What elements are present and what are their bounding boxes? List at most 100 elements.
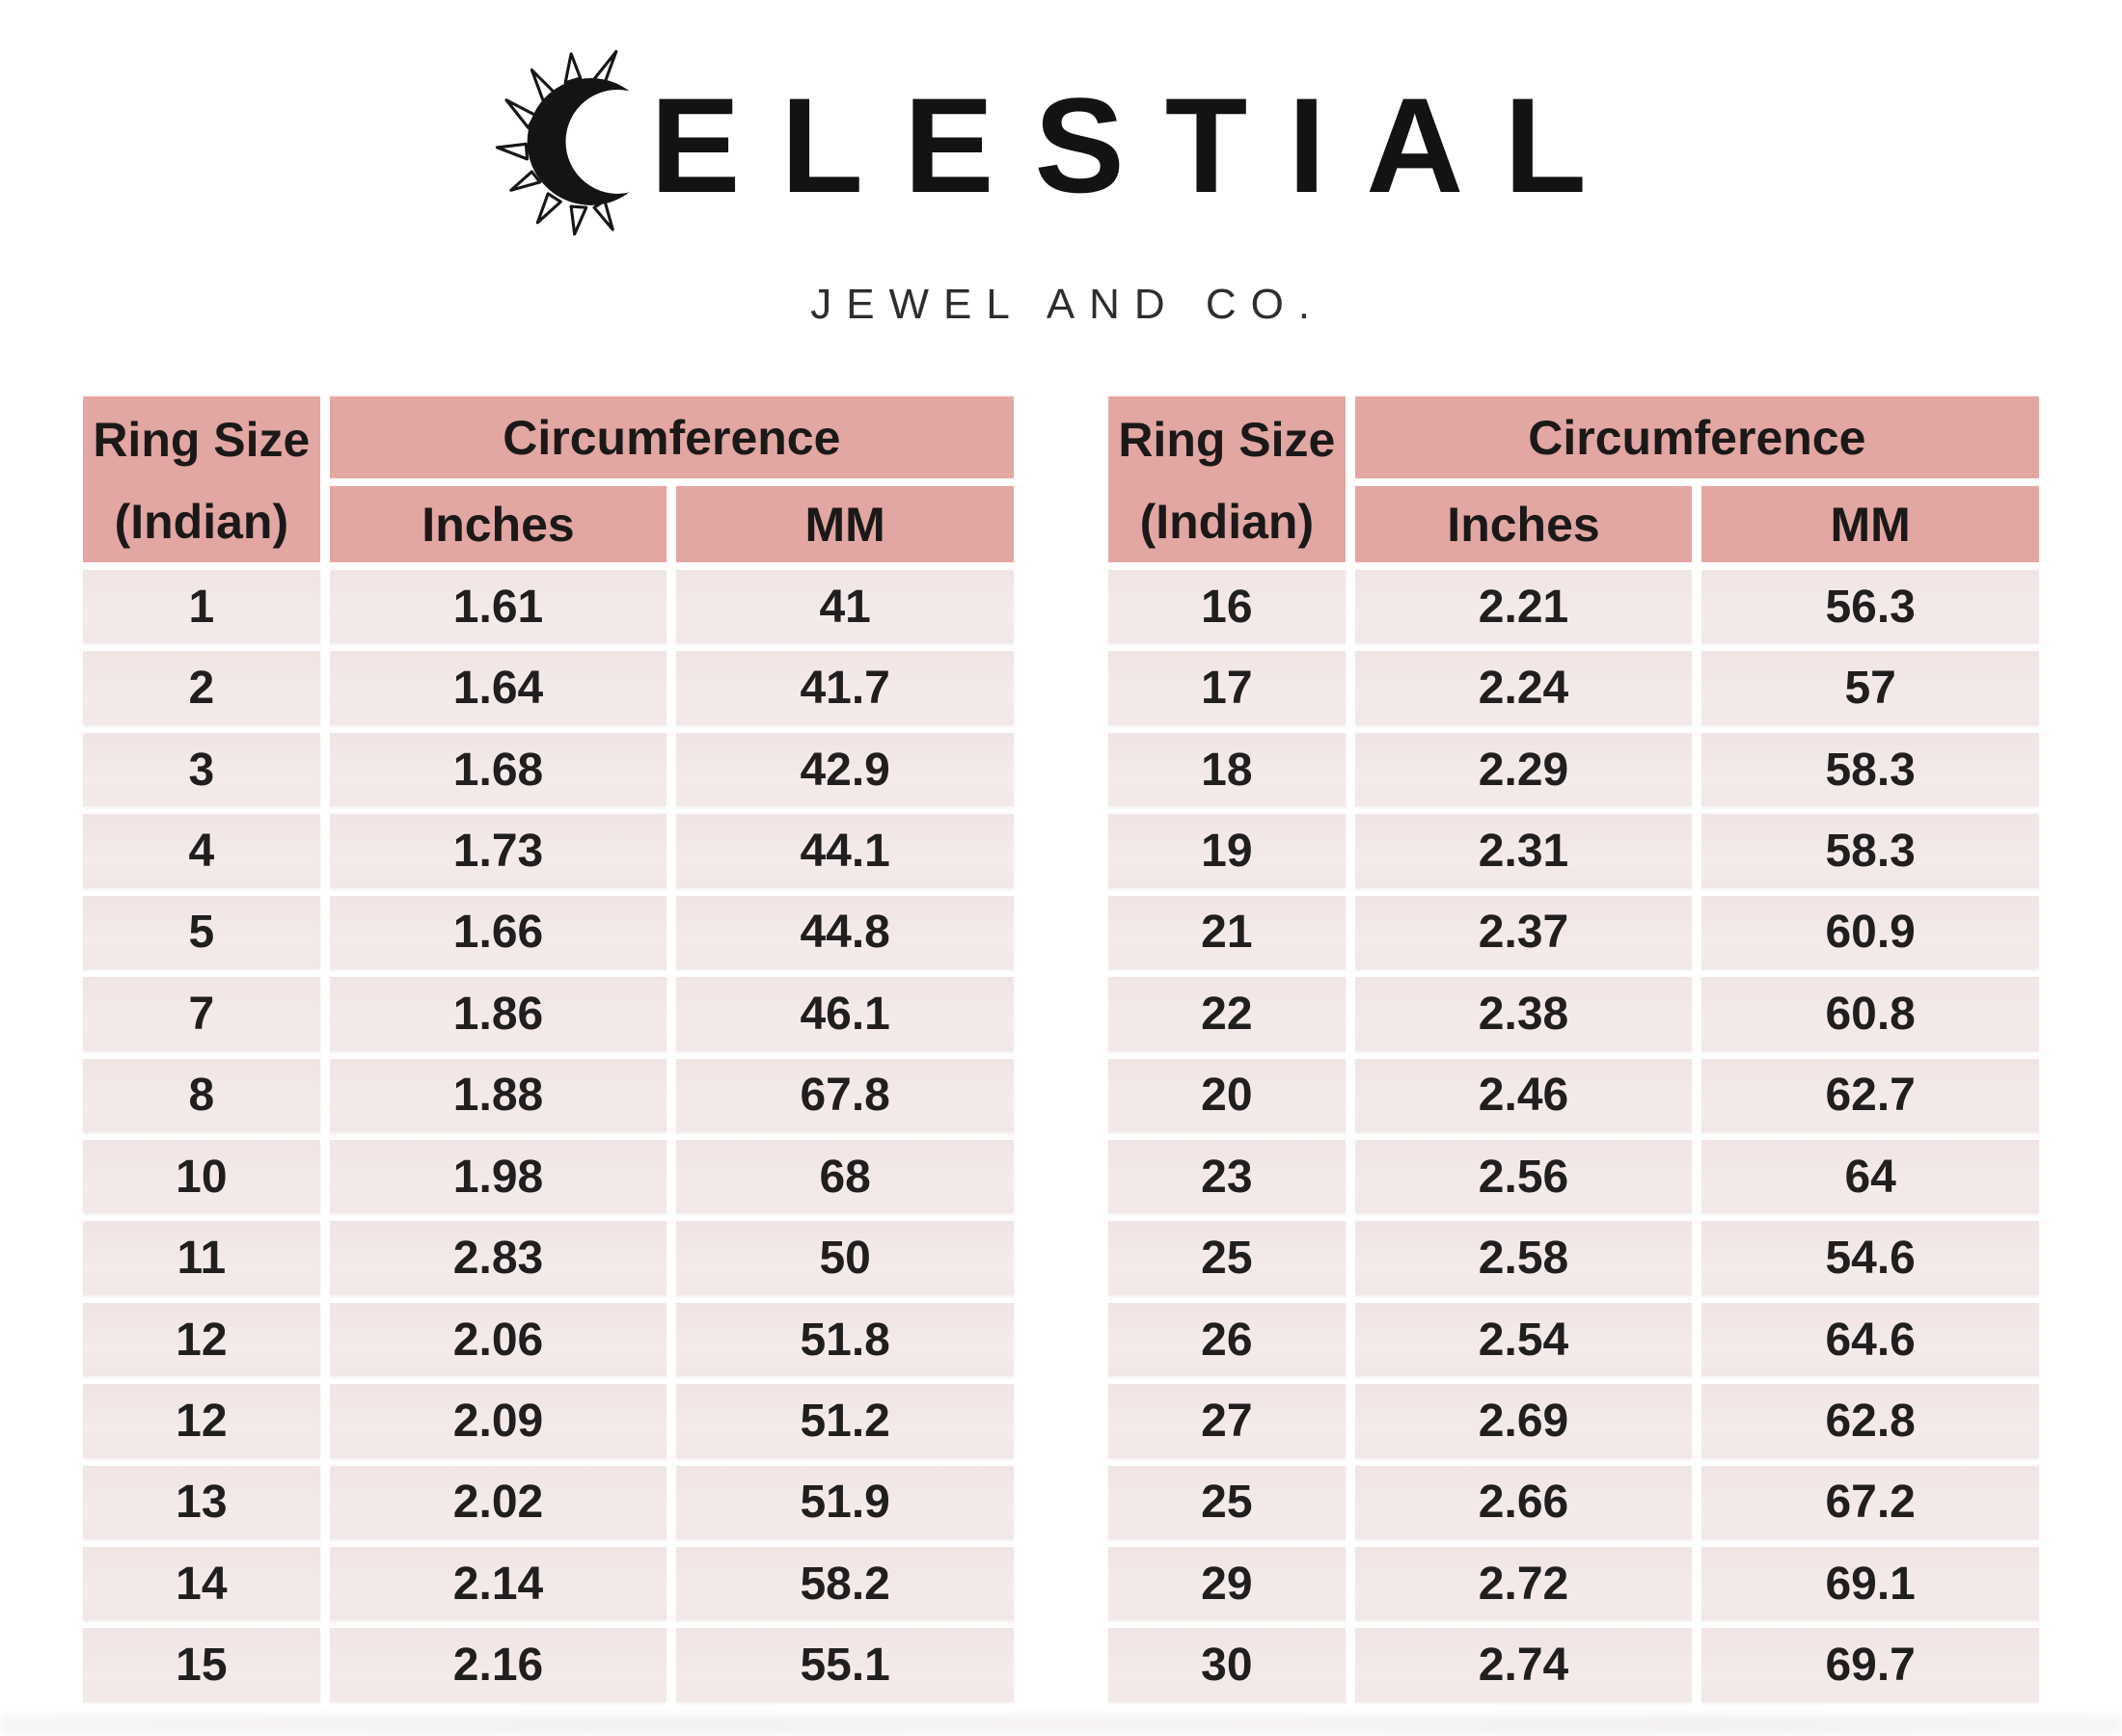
circumference-header: Circumference — [1354, 396, 2039, 479]
ring-size-table-left: Ring Size (Indian) Circumference Inches … — [73, 389, 1023, 1710]
mm-header: MM — [1701, 486, 2039, 562]
circumference-header: Circumference — [329, 396, 1014, 479]
table-row: 12 2.06 51.8 — [83, 1302, 1014, 1377]
inches-cell: 1.98 — [329, 1139, 667, 1214]
mm-cell: 50 — [676, 1221, 1014, 1295]
ring-size-cell: 30 — [1108, 1628, 1346, 1702]
ring-size-cell: 12 — [83, 1384, 320, 1458]
table-row: 27 2.69 62.8 — [1108, 1384, 2039, 1458]
inches-cell: 1.73 — [329, 814, 667, 888]
mm-cell: 51.2 — [676, 1384, 1014, 1458]
table-row: 23 2.56 64 — [1108, 1139, 2039, 1214]
mm-cell: 55.1 — [676, 1628, 1014, 1702]
inches-cell: 2.69 — [1354, 1384, 1693, 1458]
ring-size-cell: 17 — [1108, 651, 1346, 725]
table-row: 22 2.38 60.8 — [1108, 977, 2039, 1051]
ring-size-cell: 25 — [1108, 1465, 1346, 1540]
ring-size-header: Ring Size (Indian) — [83, 396, 320, 562]
ring-size-cell: 2 — [83, 651, 320, 725]
mm-cell: 54.6 — [1701, 1221, 2039, 1295]
mm-header: MM — [676, 486, 1014, 562]
inches-cell: 2.29 — [1354, 732, 1693, 807]
inches-cell: 2.02 — [329, 1465, 667, 1540]
mm-cell: 58.3 — [1701, 814, 2039, 888]
inches-cell: 2.56 — [1354, 1139, 1693, 1214]
mm-cell: 58.2 — [676, 1547, 1014, 1621]
ring-size-cell: 29 — [1108, 1547, 1346, 1621]
ring-size-cell: 8 — [83, 1058, 320, 1132]
mm-cell: 60.9 — [1701, 895, 2039, 970]
mm-cell: 62.8 — [1701, 1384, 2039, 1458]
table-row: 3 1.68 42.9 — [83, 732, 1014, 807]
ring-size-cell: 1 — [83, 570, 320, 644]
ring-size-cell: 11 — [83, 1221, 320, 1295]
mm-cell: 69.1 — [1701, 1547, 2039, 1621]
ring-size-cell: 23 — [1108, 1139, 1346, 1214]
inches-cell: 2.54 — [1354, 1302, 1693, 1377]
mm-cell: 67.8 — [676, 1058, 1014, 1132]
brand-logo: ELESTIAL JEWEL AND CO. — [0, 0, 2122, 329]
inches-cell: 2.83 — [329, 1221, 667, 1295]
table-row: 17 2.24 57 — [1108, 651, 2039, 725]
mm-cell: 69.7 — [1701, 1628, 2039, 1702]
mm-cell: 44.8 — [676, 895, 1014, 970]
inches-cell: 2.66 — [1354, 1465, 1693, 1540]
ring-size-cell: 20 — [1108, 1058, 1346, 1132]
size-charts: Ring Size (Indian) Circumference Inches … — [0, 389, 2122, 1704]
table-row: 14 2.14 58.2 — [83, 1547, 1014, 1621]
table-row: 19 2.31 58.3 — [1108, 814, 2039, 888]
inches-cell: 2.46 — [1354, 1058, 1693, 1132]
ring-size-cell: 27 — [1108, 1384, 1346, 1458]
ring-size-cell: 19 — [1108, 814, 1346, 888]
table-row: 15 2.16 55.1 — [83, 1628, 1014, 1702]
mm-cell: 46.1 — [676, 977, 1014, 1051]
table-row: 13 2.02 51.9 — [83, 1465, 1014, 1540]
inches-cell: 2.37 — [1354, 895, 1693, 970]
mm-cell: 42.9 — [676, 732, 1014, 807]
ring-size-cell: 14 — [83, 1547, 320, 1621]
table-row: 21 2.37 60.9 — [1108, 895, 2039, 970]
inches-cell: 2.58 — [1354, 1221, 1693, 1295]
table-row: 2 1.64 41.7 — [83, 651, 1014, 725]
ring-size-cell: 7 — [83, 977, 320, 1051]
ring-size-table-right: Ring Size (Indian) Circumference Inches … — [1099, 389, 2049, 1710]
inches-cell: 2.38 — [1354, 977, 1693, 1051]
table-row: 18 2.29 58.3 — [1108, 732, 2039, 807]
table-row: 30 2.74 69.7 — [1108, 1628, 2039, 1702]
ring-size-cell: 12 — [83, 1302, 320, 1377]
inches-cell: 1.86 — [329, 977, 667, 1051]
inches-cell: 1.64 — [329, 651, 667, 725]
table-row: 25 2.58 54.6 — [1108, 1221, 2039, 1295]
ring-size-cell: 10 — [83, 1139, 320, 1214]
ring-size-cell: 22 — [1108, 977, 1346, 1051]
mm-cell: 64.6 — [1701, 1302, 2039, 1377]
ring-size-cell: 3 — [83, 732, 320, 807]
inches-cell: 2.14 — [329, 1547, 667, 1621]
inches-cell: 2.72 — [1354, 1547, 1693, 1621]
inches-cell: 2.09 — [329, 1384, 667, 1458]
inches-header: Inches — [1354, 486, 1693, 562]
inches-cell: 2.21 — [1354, 570, 1693, 644]
ring-size-cell: 16 — [1108, 570, 1346, 644]
mm-cell: 60.8 — [1701, 977, 2039, 1051]
brand-subtitle: JEWEL AND CO. — [810, 281, 1324, 328]
ring-size-cell: 5 — [83, 895, 320, 970]
ring-size-cell: 13 — [83, 1465, 320, 1540]
mm-cell: 41 — [676, 570, 1014, 644]
brand-name: ELESTIAL — [650, 68, 1627, 221]
table-row: 29 2.72 69.1 — [1108, 1547, 2039, 1621]
table-row: 11 2.83 50 — [83, 1221, 1014, 1295]
mm-cell: 68 — [676, 1139, 1014, 1214]
inches-header: Inches — [329, 486, 667, 562]
ring-size-header: Ring Size (Indian) — [1108, 396, 1346, 562]
table-row: 5 1.66 44.8 — [83, 895, 1014, 970]
table-row: 26 2.54 64.6 — [1108, 1302, 2039, 1377]
inches-cell: 1.88 — [329, 1058, 667, 1132]
inches-cell: 2.24 — [1354, 651, 1693, 725]
mm-cell: 51.8 — [676, 1302, 1014, 1377]
mm-cell: 41.7 — [676, 651, 1014, 725]
mm-cell: 51.9 — [676, 1465, 1014, 1540]
mm-cell: 64 — [1701, 1139, 2039, 1214]
inches-cell: 2.74 — [1354, 1628, 1693, 1702]
ring-size-cell: 18 — [1108, 732, 1346, 807]
